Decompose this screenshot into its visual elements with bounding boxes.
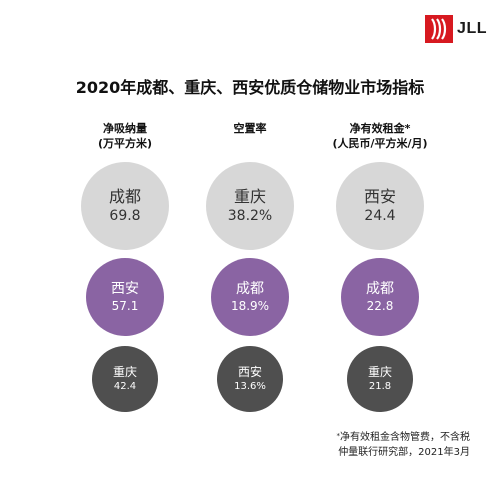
page-title: 2020年成都、重庆、西安优质仓储物业市场指标	[75, 78, 425, 97]
metric-circle: 西安 13.6%	[217, 346, 283, 412]
city-label: 成都	[108, 187, 141, 206]
metric-value: 18.9%	[230, 299, 270, 313]
source-text: 仲量联行研究部，2021年3月	[338, 447, 470, 458]
metric-circle: 重庆 21.8	[347, 346, 413, 412]
metric-value: 38.2%	[227, 208, 273, 224]
metric-value: 24.4	[364, 208, 396, 224]
metric-circle: 西安 24.4	[336, 162, 424, 250]
city-label: 重庆	[367, 364, 392, 379]
metric-circle: 成都 69.8	[81, 162, 169, 250]
metric-circle: 成都 18.9%	[211, 258, 289, 336]
jll-logo-text: JLL	[457, 20, 487, 37]
metric-circle: 重庆 38.2%	[206, 162, 294, 250]
metric-circle: 西安 57.1	[86, 258, 164, 336]
footnote-text: 净有效租金含物管费，不含税	[340, 432, 470, 443]
column-header-vacancy-rate: 空置率	[185, 121, 315, 136]
metric-value: 42.4	[113, 380, 137, 392]
metric-value: 22.8	[366, 299, 394, 313]
header-label: 净吸纳量	[103, 122, 147, 135]
metric-circle: 重庆 42.4	[92, 346, 158, 412]
column-header-net-effective-rent: 净有效租金* (人民币/平方米/月)	[315, 121, 445, 151]
metric-circle: 成都 22.8	[341, 258, 419, 336]
city-label: 重庆	[112, 364, 137, 379]
jll-logo-mark-icon	[425, 15, 454, 43]
metric-value: 13.6%	[234, 380, 266, 392]
metric-value: 57.1	[111, 299, 139, 313]
header-unit: (人民币/平方米/月)	[332, 137, 428, 150]
metric-value: 21.8	[368, 380, 392, 392]
city-label: 西安	[237, 364, 262, 379]
city-label: 成都	[366, 281, 394, 297]
footnote-rent-definition: *净有效租金含物管费，不含税	[337, 431, 471, 444]
city-label: 西安	[363, 187, 396, 206]
footnote-source: 仲量联行研究部，2021年3月	[338, 446, 470, 459]
city-label: 成都	[236, 281, 264, 297]
header-unit: (万平方米)	[97, 137, 153, 150]
city-label: 西安	[111, 281, 139, 297]
jll-logo: JLL	[425, 15, 487, 43]
header-label: 净有效租金*	[349, 122, 411, 135]
city-label: 重庆	[233, 187, 266, 206]
footnote-marker: *	[336, 432, 341, 440]
column-header-net-absorption: 净吸纳量 (万平方米)	[60, 121, 190, 151]
metric-value: 69.8	[109, 208, 141, 224]
header-label: 空置率	[233, 122, 267, 135]
